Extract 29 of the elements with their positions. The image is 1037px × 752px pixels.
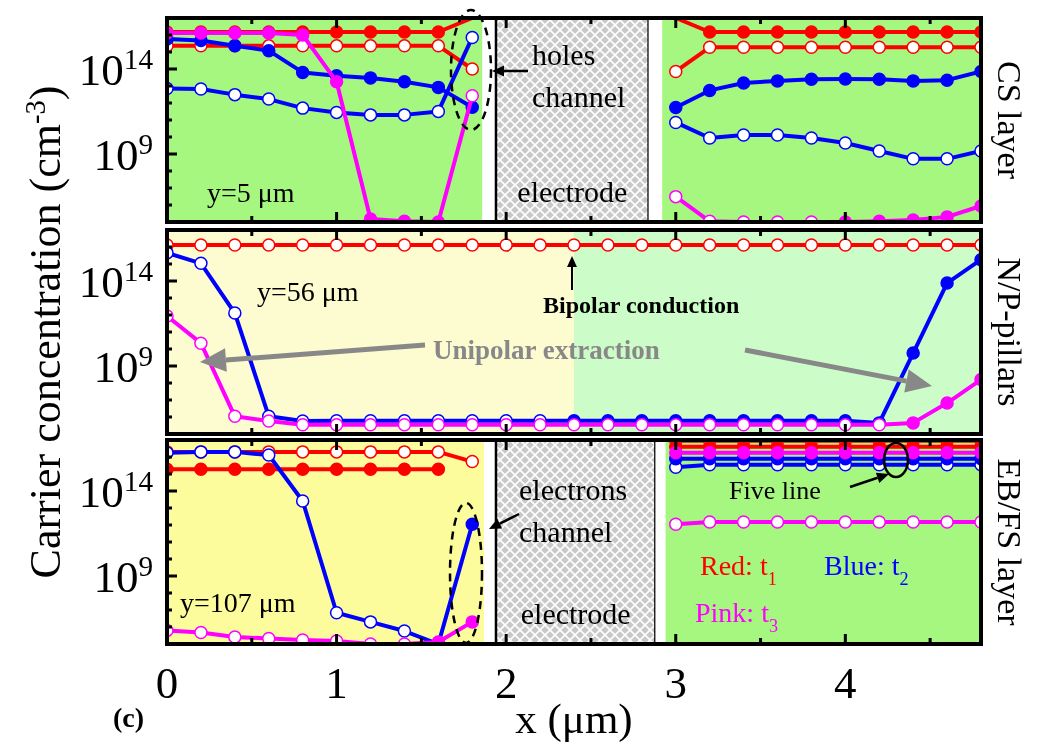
annotation: y=5 μm [207,177,295,208]
annotation: y=107 μm [180,587,296,618]
annotation: holes channel [532,38,626,113]
x-tick-label: 3 [664,658,687,708]
annotation: electrons channel [519,473,628,548]
y-tick-label: 10$^{14}$ [78,43,154,95]
y-tick-label: 10$^{14}$ [78,255,154,307]
x-tick-label: 0 [155,658,179,708]
annotation: Red: t$_{1}$ [700,550,777,589]
x-tick-label: 4 [834,658,857,708]
y2-axis-title: CS layer [991,60,1028,180]
text: (c) [113,702,145,733]
band-label: electrode [520,597,631,630]
annotation: Five line [729,476,821,505]
annotation: Blue: t$_{2}$ [824,550,909,589]
y-tick-label: 10$^{9}$ [93,128,153,180]
y-tick-label: 10$^{9}$ [93,550,153,602]
band-label: electrode [517,175,628,208]
y2-axis-title: N/P-pillars [991,257,1028,407]
x-axis-title: x (μm) [515,695,633,743]
y-tick-label: 10$^{9}$ [93,340,153,392]
x-tick-label: 1 [325,658,348,708]
x-tick-label: 2 [494,658,518,708]
y2-axis-title: EB/FS layer [991,458,1028,627]
annotation: Pink: t$_{3}$ [695,597,779,636]
y-tick-label: 10$^{14}$ [78,465,154,517]
annotation: Bipolar conduction [543,292,740,318]
annotation: y=56 μm [257,276,359,307]
annotation: Unipolar extraction [433,335,660,365]
